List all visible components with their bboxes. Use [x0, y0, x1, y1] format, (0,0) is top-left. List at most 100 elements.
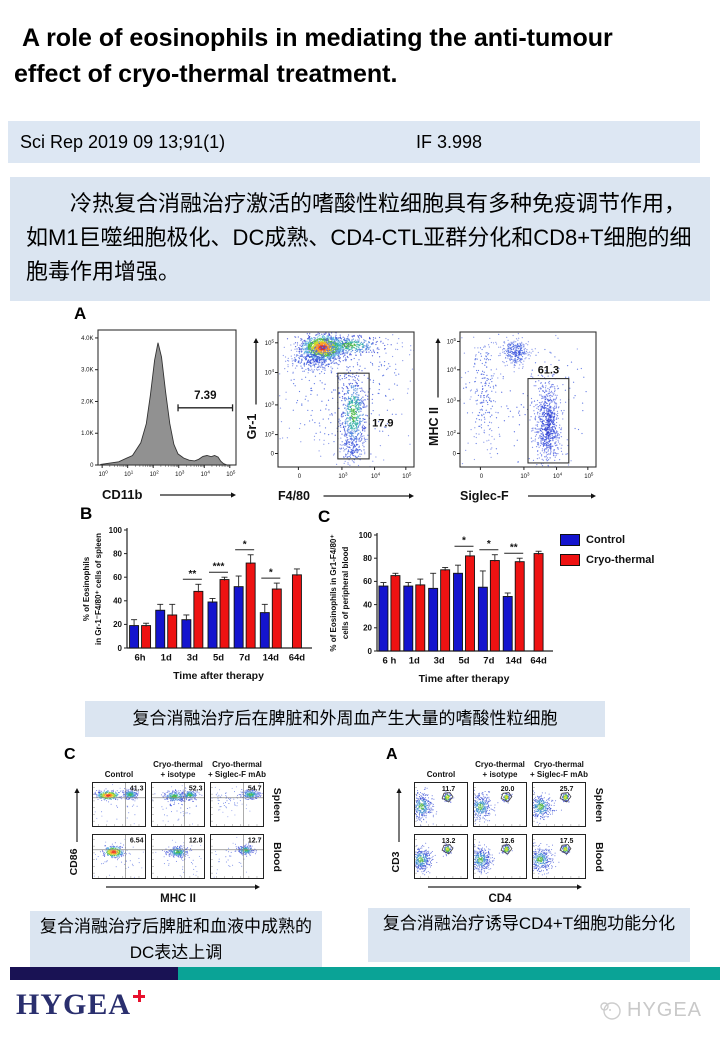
svg-text:105: 105	[584, 472, 594, 480]
flow-panel-label: A	[386, 746, 398, 763]
svg-text:Siglec-F: Siglec-F	[460, 489, 509, 503]
column-header: Control	[104, 769, 134, 779]
svg-text:102: 102	[447, 429, 457, 437]
svg-text:104: 104	[447, 365, 457, 373]
svg-text:103: 103	[520, 472, 530, 480]
svg-text:14d: 14d	[263, 653, 280, 664]
legend-swatch-cryothermal	[560, 554, 580, 567]
legend-item-control: Control	[560, 530, 654, 550]
svg-text:**: **	[188, 569, 196, 580]
column-header: Cryo-thermal + isotype	[475, 760, 525, 779]
svg-text:*: *	[243, 539, 247, 550]
svg-text:% of Eosinophils: % of Eosinophils	[82, 556, 91, 621]
caption-dc: 复合消融治疗后脾脏和血液中成熟的DC表达上调	[30, 911, 322, 967]
svg-text:5d: 5d	[213, 653, 224, 664]
flow-mini-plot: 12.8	[151, 834, 205, 879]
svg-text:0: 0	[453, 452, 457, 458]
svg-text:104: 104	[371, 472, 381, 480]
legend-swatch-control	[560, 534, 580, 547]
chart-legend: Control Cryo-thermal	[560, 530, 654, 570]
svg-text:80: 80	[113, 549, 122, 558]
summary-box: 冷热复合消融治疗激活的嗜酸性粒细胞具有多种免疫调节作用，如M1巨噬细胞极化、DC…	[10, 177, 710, 301]
svg-text:104: 104	[553, 472, 563, 480]
svg-text:60: 60	[113, 573, 122, 582]
svg-text:4.0K: 4.0K	[81, 336, 93, 342]
caption-tcell: 复合消融治疗诱导CD4+T细胞功能分化	[368, 908, 690, 962]
gate-percentage: 6.54	[130, 838, 144, 845]
panel-b-label: B	[80, 504, 93, 523]
svg-text:**: **	[510, 543, 518, 554]
caption-eosinophils: 复合消融治疗后在脾脏和外周血产生大量的嗜酸性粒细胞	[85, 701, 605, 737]
row-label: Spleen	[271, 787, 283, 822]
svg-text:7d: 7d	[483, 656, 494, 667]
divider-navy	[10, 967, 178, 980]
page-title: A role of eosinophils in mediating the a…	[14, 24, 613, 88]
svg-text:64d: 64d	[289, 653, 306, 664]
flow-mini-plot: 11.7	[414, 782, 468, 827]
flow-mini-plot: 54.7	[210, 782, 264, 827]
svg-text:0: 0	[271, 452, 275, 458]
legend-label-control: Control	[586, 534, 626, 546]
svg-text:103: 103	[265, 401, 275, 409]
scatter-mhcii-siglecf: 61.3 0 103 104 105 0 102 103 104 105 MHC II Siglec-…	[427, 331, 597, 503]
bar-chart-spleen: 0 20 40 60 80 100 6h 1d 3d ** 5d *** 7d * 14d * 64d Time …	[82, 526, 312, 682]
hygea-logo-text: HYGEA	[16, 988, 132, 1021]
flow-mini-plot: 17.5	[532, 834, 586, 879]
y-axis-label: CD3	[390, 788, 402, 873]
column-header: Cryo-thermal + Siglec-F mAb	[207, 760, 266, 779]
flow-mini-plot: 13.2	[414, 834, 468, 879]
flow-panel-tcell: A Control Cryo-thermal + isotype Cryo-therma…	[384, 746, 634, 910]
gate-percentage: 12.7	[248, 838, 262, 845]
gate-percentage: 41.3	[130, 786, 144, 793]
flow-mini-plot: 20.0	[473, 782, 527, 827]
column-header: Cryo-thermal + isotype	[153, 760, 203, 779]
gate-percentage: 13.2	[442, 838, 456, 845]
svg-text:0: 0	[480, 474, 484, 480]
svg-text:17.9: 17.9	[372, 417, 393, 429]
watermark-sheep-icon	[600, 1002, 621, 1020]
row-label: Blood	[271, 841, 283, 872]
svg-text:3d: 3d	[187, 653, 198, 664]
svg-text:CD11b: CD11b	[102, 487, 143, 502]
svg-text:100: 100	[99, 470, 109, 478]
svg-text:Gr-1: Gr-1	[245, 414, 259, 440]
svg-text:14d: 14d	[506, 656, 523, 667]
svg-text:3.0K: 3.0K	[81, 368, 93, 374]
red-cross-icon	[133, 990, 146, 1002]
flow-mini-plot: 12.6	[473, 834, 527, 879]
svg-text:40: 40	[363, 600, 372, 609]
svg-text:7.39: 7.39	[194, 390, 216, 402]
svg-text:MHC II: MHC II	[427, 407, 441, 446]
svg-text:7d: 7d	[239, 653, 250, 664]
svg-text:103: 103	[338, 472, 348, 480]
svg-text:1d: 1d	[161, 653, 172, 664]
svg-text:Time after therapy: Time after therapy	[419, 673, 510, 685]
svg-text:0: 0	[118, 644, 123, 653]
gate-percentage: 17.5	[560, 838, 574, 845]
flow-panel-label: C	[64, 746, 76, 763]
svg-text:102: 102	[265, 430, 275, 438]
svg-text:101: 101	[124, 470, 134, 478]
svg-text:3d: 3d	[434, 656, 445, 667]
flow-mini-plot: 52.3	[151, 782, 205, 827]
svg-text:*: *	[487, 539, 491, 550]
row-label: Spleen	[593, 787, 605, 822]
svg-text:80: 80	[363, 554, 372, 563]
hygea-logo: HYGEA	[16, 988, 146, 1022]
y-axis-label: CD86	[68, 788, 80, 875]
legend-label-cryothermal: Cryo-thermal	[586, 554, 655, 566]
svg-text:5d: 5d	[458, 656, 469, 667]
flow-panel-dc: C Control Cryo-thermal + isotype Cryo-therma…	[62, 746, 312, 910]
svg-text:1d: 1d	[409, 656, 420, 667]
svg-text:105: 105	[226, 470, 236, 478]
svg-text:40: 40	[113, 597, 122, 606]
svg-text:cells of peripheral blood: cells of peripheral blood	[341, 547, 350, 640]
svg-text:0: 0	[368, 647, 373, 656]
svg-text:0: 0	[298, 474, 302, 480]
flow-mini-plot: 25.7	[532, 782, 586, 827]
column-header: Cryo-thermal + Siglec-F mAb	[529, 760, 588, 779]
bar-chart-blood: 0 20 40 60 80 100 6 h 1d 3d 5d * 7d * 14d ** 64d Time af…	[329, 531, 553, 685]
svg-text:100: 100	[359, 531, 373, 540]
svg-text:in Gr-1⁻F4/80⁺ cells of spleen: in Gr-1⁻F4/80⁺ cells of spleen	[94, 533, 103, 645]
